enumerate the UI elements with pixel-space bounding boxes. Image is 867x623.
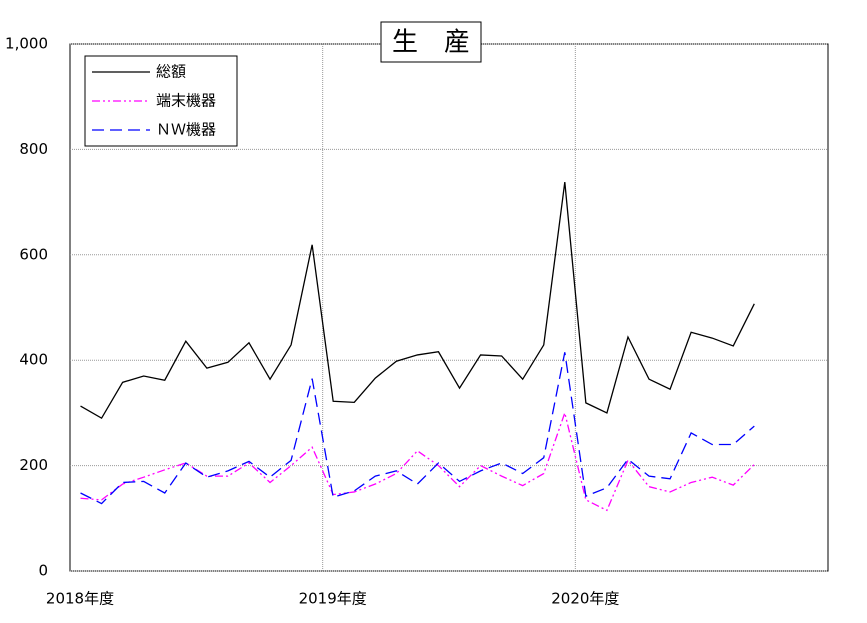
series-line (80, 410, 755, 512)
y-tick-label: 800 (19, 140, 48, 158)
x-tick-label: 2020年度 (551, 590, 619, 608)
x-tick-label: 2018年度 (46, 590, 114, 608)
y-tick-label: 0 (38, 562, 48, 580)
legend-label: ＮＷ機器 (156, 121, 216, 139)
legend-box (84, 55, 238, 147)
y-tick-label: 600 (19, 245, 48, 263)
y-tick-label: 400 (19, 351, 48, 369)
chart-title: 生 産 (392, 28, 470, 58)
title-box (380, 21, 482, 63)
y-tick-label: 200 (19, 456, 48, 474)
legend-label: 総額 (156, 63, 186, 81)
x-tick-label: 2019年度 (299, 590, 367, 608)
legend-label: 端末機器 (156, 92, 216, 110)
series-line (80, 181, 755, 420)
y-tick-label: 1,000 (5, 35, 48, 53)
